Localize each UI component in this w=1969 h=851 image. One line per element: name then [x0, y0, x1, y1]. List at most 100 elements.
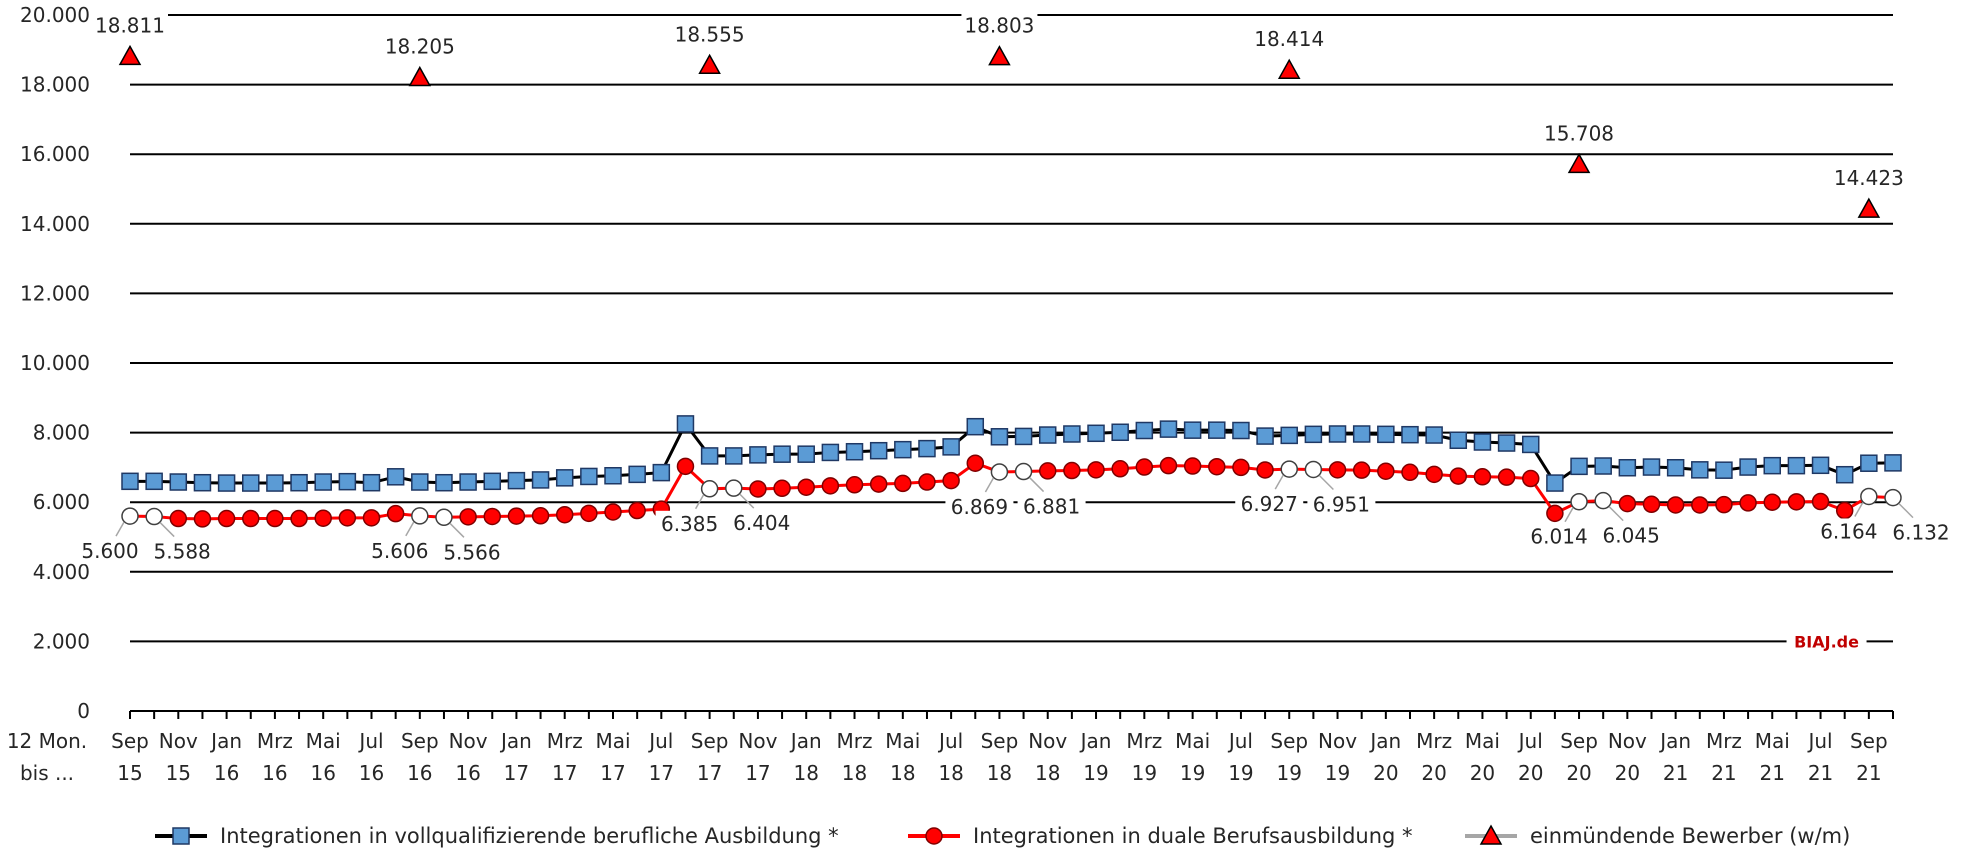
point-duale [942, 471, 960, 490]
label-bg [961, 12, 1038, 39]
x-tick-label-month: Mrz [1126, 729, 1162, 753]
label-bg [671, 21, 748, 48]
data-label-duale: 5.600 [81, 539, 138, 563]
point-duale [314, 509, 332, 527]
x-tick-label-year: 19 [1325, 761, 1350, 785]
x-axis-prefix: 12 Mon. [7, 729, 87, 753]
point-vollqualifizierend [942, 438, 960, 456]
point-vollqualifizierend [1087, 424, 1105, 443]
point-vollqualifizierend [1256, 427, 1274, 445]
x-tick-label-year: 15 [117, 761, 142, 785]
point-duale [1739, 494, 1757, 512]
label-bg [1017, 493, 1086, 520]
point-vollqualifizierend [507, 471, 526, 490]
point-duale [628, 501, 646, 520]
watermark-bg [1786, 631, 1867, 652]
point-vollqualifizierend [1208, 421, 1226, 439]
point-duale [1256, 461, 1274, 479]
point-vollqualifizierend [1787, 456, 1806, 475]
x-tick-label-year: 20 [1373, 761, 1398, 785]
point-duale [1666, 496, 1685, 514]
point-vollqualifizierend [1715, 461, 1733, 479]
label-bg [945, 493, 1014, 520]
point-vollqualifizierend [555, 469, 574, 487]
point-vollqualifizierend [1449, 431, 1468, 450]
label-bg [76, 538, 144, 565]
x-tick-label-year: 20 [1615, 761, 1640, 785]
point-duale [1280, 460, 1298, 478]
x-tick-label-month: Sep [691, 729, 729, 753]
legend-marker [172, 827, 190, 845]
label-leader [739, 493, 755, 509]
y-tick-label: 2.000 [33, 629, 90, 653]
point-duale [966, 454, 985, 472]
y-tick-label: 10.000 [20, 351, 90, 375]
point-duale [483, 507, 502, 526]
x-tick-label-month: Nov [1608, 729, 1647, 753]
point-vollqualifizierend [338, 472, 357, 491]
point-duale [411, 507, 429, 525]
x-tick-label-year: 18 [890, 761, 915, 785]
x-tick-label-month: Jul [647, 729, 673, 753]
point-vollqualifizierend [1570, 457, 1588, 476]
label-leader [405, 521, 415, 537]
point-vollqualifizierend [217, 474, 236, 492]
point-duale [1642, 495, 1661, 514]
label-bg [655, 510, 724, 537]
point-vollqualifizierend [362, 473, 381, 492]
point-duale [1352, 461, 1371, 479]
point-duale [749, 480, 767, 498]
x-tick-label-year: 19 [1083, 761, 1108, 785]
x-tick-label-month: Mrz [1706, 729, 1742, 753]
x-tick-label-year: 21 [1856, 761, 1881, 785]
x-tick-label-year: 19 [1277, 761, 1302, 785]
x-tick-label-year: 18 [1035, 761, 1060, 785]
point-vollqualifizierend [1183, 421, 1202, 439]
point-vollqualifizierend [1232, 421, 1250, 440]
x-tick-label-month: Sep [1560, 729, 1598, 753]
point-vollqualifizierend [121, 472, 139, 491]
data-label-bewerber: 15.708 [1544, 121, 1614, 145]
data-label-bewerber: 18.803 [964, 14, 1034, 38]
series-layer [118, 44, 1902, 528]
label-bg [1251, 26, 1328, 53]
point-duale [1014, 462, 1033, 481]
point-duale [700, 480, 719, 498]
point-duale [1038, 462, 1057, 480]
point-duale [1377, 462, 1395, 480]
x-tick-label-year: 16 [359, 761, 384, 785]
x-tick-label-year: 20 [1518, 761, 1543, 785]
x-tick-label-month: Mai [1755, 729, 1790, 753]
x-tick-label-month: Jul [1517, 729, 1543, 753]
x-tick-label-month: Jul [357, 729, 383, 753]
point-vollqualifizierend [918, 439, 936, 458]
point-vollqualifizierend [845, 442, 864, 461]
point-duale [290, 509, 308, 528]
point-duale [1063, 461, 1081, 480]
x-tick-label-year: 21 [1808, 761, 1833, 785]
x-tick-label-month: Nov [449, 729, 488, 753]
x-tick-label-year: 19 [1180, 761, 1205, 785]
point-duale [266, 509, 284, 528]
x-tick-label-month: Mrz [257, 729, 293, 753]
data-label-duale: 6.881 [1023, 495, 1080, 519]
x-tick-label-month: Mai [595, 729, 630, 753]
x-tick-label-month: Sep [111, 729, 149, 753]
x-tick-label-month: Nov [738, 729, 777, 753]
data-label-duale: 5.606 [371, 539, 428, 563]
label-leader [1898, 503, 1914, 519]
point-vollqualifizierend [628, 465, 646, 484]
point-duale [845, 476, 864, 494]
point-duale [555, 505, 574, 524]
point-duale [459, 508, 477, 526]
data-label-duale: 6.869 [951, 495, 1008, 519]
x-tick-label-month: Jul [937, 729, 963, 753]
point-bewerber [1857, 197, 1881, 218]
label-bg [92, 12, 168, 39]
data-label-bewerber: 18.811 [95, 13, 165, 37]
point-vollqualifizierend [966, 417, 985, 436]
point-vollqualifizierend [1304, 425, 1323, 444]
x-tick-label-month: Jan [499, 729, 532, 753]
data-label-bewerber: 18.555 [675, 22, 745, 46]
x-tick-label-year: 16 [262, 761, 287, 785]
